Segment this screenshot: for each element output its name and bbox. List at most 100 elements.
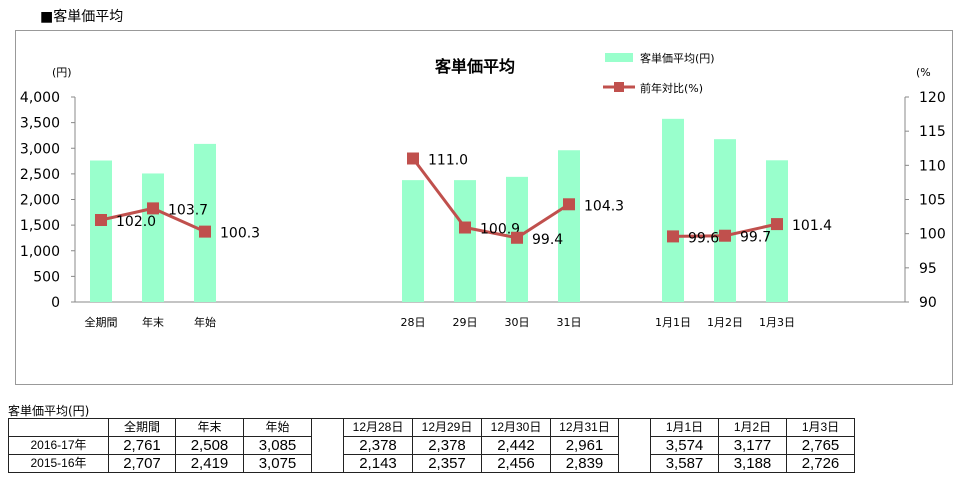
data-label: 100.3 <box>220 226 260 242</box>
table-cell: 2,707 <box>108 454 176 473</box>
table-cell: 2,726 <box>786 454 855 473</box>
y2-tick-label: 100 <box>919 227 946 243</box>
data-label: 103.7 <box>168 202 208 218</box>
y-tick-label: 2,000 <box>20 193 60 209</box>
table-cell: 3,574 <box>650 436 719 455</box>
x-tick-label: 年末 <box>142 315 164 329</box>
table-header-cell: 1月2日 <box>718 418 787 437</box>
y-tick-label: 3,000 <box>20 141 60 157</box>
table-row-label: 2015-16年 <box>8 454 109 473</box>
table-header-cell: 12月28日 <box>343 418 413 437</box>
table-cell: 3,177 <box>718 436 787 455</box>
data-label: 111.0 <box>428 153 468 169</box>
line-marker <box>719 229 731 242</box>
table-cell: 2,357 <box>412 454 482 473</box>
bar <box>194 143 216 302</box>
data-label: 99.6 <box>688 230 719 246</box>
line-marker <box>667 230 679 243</box>
table-cell: 2,839 <box>550 454 619 473</box>
line-marker <box>407 152 419 165</box>
table-cell: 2,761 <box>108 436 176 455</box>
x-tick-label: 30日 <box>505 316 530 329</box>
data-label: 102.0 <box>116 214 156 230</box>
bar <box>714 139 736 302</box>
data-label: 101.4 <box>792 218 832 234</box>
line-marker <box>199 225 211 238</box>
line-marker <box>771 218 783 231</box>
y2-tick-label: 115 <box>919 124 946 140</box>
legend-bar-label: 客単価平均(円) <box>640 51 715 65</box>
table-cell: 2,419 <box>175 454 244 473</box>
table-header-row: 全期間 年末 年始 12月28日 12月29日 12月30日 12月31日 1月1日 1月2日 1… <box>8 418 855 437</box>
section-heading: ■客単価平均 <box>40 9 124 25</box>
y-axis-label: (円) <box>52 66 72 79</box>
chart-frame <box>15 30 953 385</box>
x-tick-label: 31日 <box>557 316 582 329</box>
table-header-cell: 12月31日 <box>550 418 619 437</box>
y2-tick-label: 95 <box>919 261 937 277</box>
y2-tick-label: 105 <box>919 193 946 209</box>
table-cell: 2,508 <box>175 436 244 455</box>
x-tick-label: 28日 <box>401 316 426 329</box>
data-label: 99.4 <box>532 232 563 248</box>
y-tick-label: 3,500 <box>20 116 60 132</box>
line-marker <box>459 221 471 234</box>
line-marker <box>95 214 107 226</box>
table-gap-cell <box>311 454 344 473</box>
data-label: 99.7 <box>740 230 771 246</box>
table-gap-cell <box>618 418 651 437</box>
table-cell: 2,442 <box>481 436 551 455</box>
table-cell: 2,961 <box>550 436 619 455</box>
y-tick-label: 1,000 <box>20 244 60 260</box>
data-label: 104.3 <box>584 198 624 214</box>
table-corner-cell <box>8 418 109 437</box>
data-table: 全期間 年末 年始 12月28日 12月29日 12月30日 12月31日 1月1日 1月2日 1… <box>8 418 855 473</box>
y-tick-label: 500 <box>33 269 60 285</box>
x-tick-label: 1月2日 <box>707 316 743 329</box>
bar <box>766 160 788 302</box>
chart: 客単価平均(円) (%05001,0001,5002,0002,5003,0003… <box>20 51 946 329</box>
table-cell: 2,456 <box>481 454 551 473</box>
table-cell: 3,587 <box>650 454 719 473</box>
bar <box>402 180 424 302</box>
bar <box>142 173 164 302</box>
x-tick-label: 1月3日 <box>759 316 795 329</box>
table-cell: 3,085 <box>243 436 312 455</box>
table-gap-cell <box>311 436 344 455</box>
table-cell: 2,765 <box>786 436 855 455</box>
table-header-cell: 12月30日 <box>481 418 551 437</box>
line-marker <box>511 231 523 244</box>
bar <box>454 180 476 302</box>
table-row: 2016-17年 2,761 2,508 3,085 2,378 2,378 2,442 2,… <box>8 436 855 455</box>
x-tick-label: 29日 <box>453 316 478 329</box>
table-header-cell: 年末 <box>175 418 244 437</box>
table-title: 客単価平均(円) <box>8 404 90 418</box>
y-tick-label: 0 <box>51 295 60 311</box>
y2-tick-label: 120 <box>919 90 946 106</box>
table-row: 2015-16年 2,707 2,419 3,075 2,143 2,357 2,456 2,… <box>8 454 855 473</box>
bar <box>558 150 580 302</box>
table-gap-cell <box>618 436 651 455</box>
table-row-label: 2016-17年 <box>8 436 109 455</box>
legend-line-label: 前年対比(%) <box>640 81 703 95</box>
table-cell: 2,378 <box>343 436 413 455</box>
y-tick-label: 1,500 <box>20 218 60 234</box>
x-tick-label: 全期間 <box>85 315 118 329</box>
table-header-cell: 全期間 <box>108 418 176 437</box>
table-gap-cell <box>311 418 344 437</box>
x-tick-label: 年始 <box>194 315 216 329</box>
data-label: 100.9 <box>480 222 520 238</box>
table-cell: 2,143 <box>343 454 413 473</box>
table-header-cell: 12月29日 <box>412 418 482 437</box>
table-header-cell: 年始 <box>243 418 312 437</box>
table-cell: 2,378 <box>412 436 482 455</box>
y2-tick-label: 90 <box>919 295 937 311</box>
line-marker <box>563 198 575 211</box>
table-cell: 3,075 <box>243 454 312 473</box>
line-series <box>411 157 570 240</box>
y2-axis-label: (% <box>916 66 931 79</box>
x-tick-label: 1月1日 <box>655 316 691 329</box>
y-tick-label: 2,500 <box>20 167 60 183</box>
chart-title: 客単価平均 <box>435 57 515 76</box>
bar <box>90 160 112 302</box>
